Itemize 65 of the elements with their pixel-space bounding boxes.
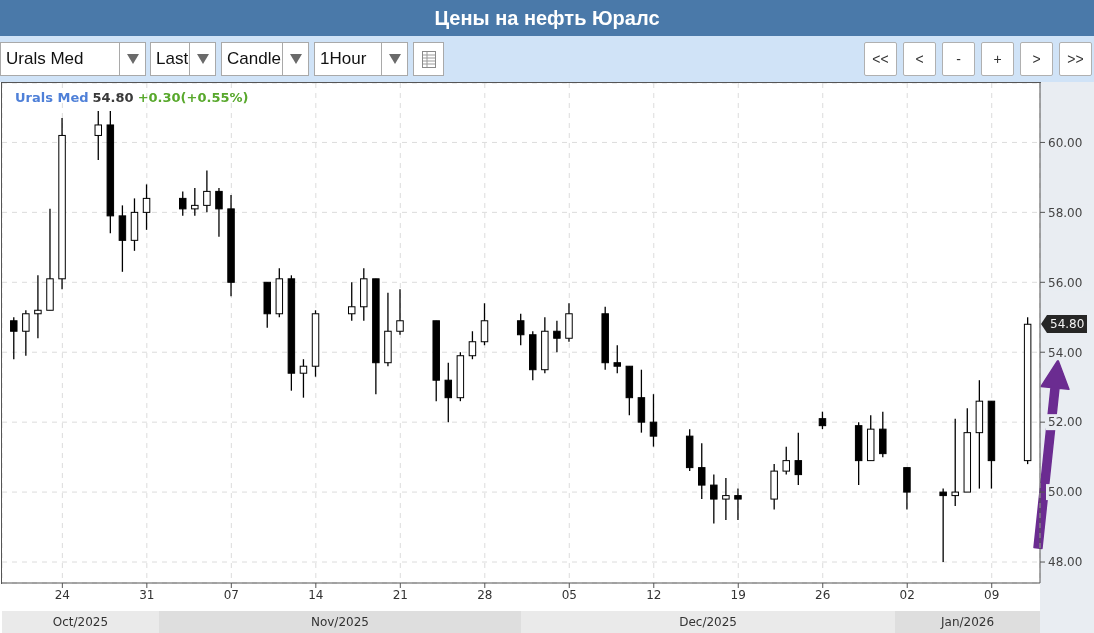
candlestick <box>191 187 199 217</box>
x-tick-label: 12 <box>646 587 662 602</box>
candlestick <box>203 169 211 214</box>
candlestick <box>396 288 404 336</box>
candlestick <box>347 281 356 322</box>
annotation: +0.30(+0.55%) <box>137 90 249 105</box>
text: Nov/2025 <box>310 615 369 629</box>
text: Oct/2025 <box>52 615 109 629</box>
dropdown: Urals Med <box>0 42 146 76</box>
candlestick <box>179 190 187 217</box>
candlestick <box>468 330 477 360</box>
x-tick-label: 09 <box>984 587 1000 602</box>
x-tick-label: 24 <box>54 587 70 602</box>
button: << <box>864 42 897 76</box>
x-tick-label: 19 <box>730 587 746 602</box>
button: >> <box>1059 42 1092 76</box>
y-tick-label: 58.00 <box>1048 205 1083 220</box>
button: < <box>903 42 936 76</box>
text: Jan/2026 <box>941 615 995 629</box>
candlestick <box>299 358 308 399</box>
candlestick <box>22 309 30 357</box>
dropdown: Last <box>150 42 216 76</box>
candlestick <box>722 477 730 521</box>
text: Dec/2025 <box>679 615 737 629</box>
y-tick-label: 48.00 <box>1048 555 1083 570</box>
candlestick <box>734 487 742 521</box>
candlestick <box>10 316 18 360</box>
annotation: 54.80 <box>92 90 134 105</box>
y-tick-label: 54.00 <box>1048 345 1083 360</box>
candlestick <box>516 313 525 346</box>
y-tick-label: 60.00 <box>1048 135 1083 150</box>
candlestick <box>782 445 790 476</box>
candlestick <box>94 110 103 161</box>
button: > <box>1020 42 1053 76</box>
x-tick-label: 02 <box>899 587 915 602</box>
x-tick-label: 07 <box>223 587 239 602</box>
candlestick <box>480 302 489 346</box>
y-tick-label: 56.00 <box>1048 275 1083 290</box>
button: + <box>981 42 1014 76</box>
dropdown: Candle <box>221 42 309 76</box>
candlestick <box>794 432 803 486</box>
candlestick <box>649 393 658 448</box>
candlestick <box>444 362 453 423</box>
candlestick <box>553 320 561 353</box>
candlestick <box>710 473 718 525</box>
candlestick <box>215 187 223 238</box>
candlestick <box>698 442 706 500</box>
candlestick <box>34 274 42 339</box>
x-tick-label: 26 <box>815 587 831 602</box>
y-tick-label: 52.00 <box>1048 415 1083 430</box>
candlestick <box>951 418 959 507</box>
annotation: Urals Med <box>15 90 89 105</box>
y-tick-label: 50.00 <box>1048 485 1083 500</box>
candlestick <box>142 183 151 231</box>
chart-title: Цены на нефть Юралс <box>434 6 660 30</box>
candlestick <box>613 344 622 374</box>
x-tick-label: 31 <box>139 587 155 602</box>
dropdown: 1Hour <box>314 42 408 76</box>
x-tick-label: 28 <box>477 587 493 602</box>
x-tick-label: 14 <box>308 587 324 602</box>
button: - <box>942 42 975 76</box>
x-tick-label: 05 <box>561 587 577 602</box>
x-tick-label: 21 <box>392 587 408 602</box>
candlestick <box>939 487 947 563</box>
text: 54.80 <box>1050 317 1085 332</box>
